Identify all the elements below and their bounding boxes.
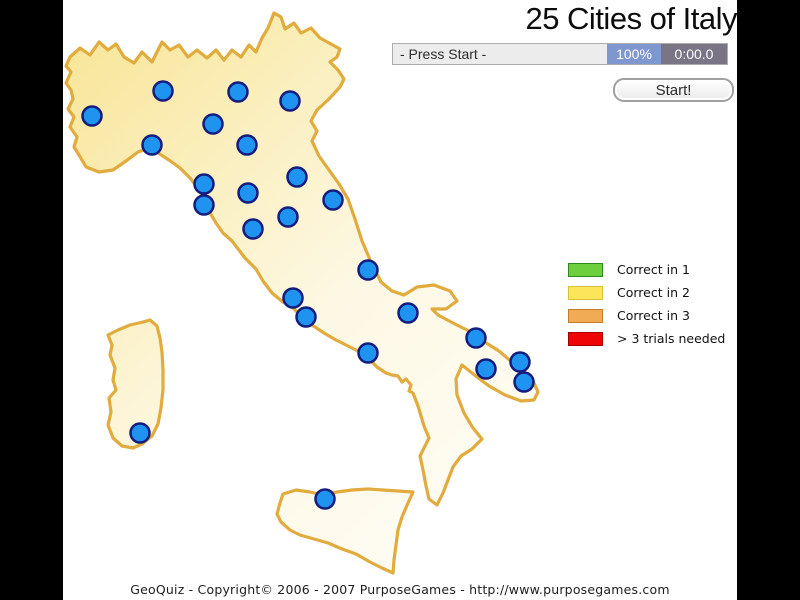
city-dot[interactable] bbox=[282, 287, 304, 309]
city-dot[interactable] bbox=[295, 306, 317, 328]
legend-item: Correct in 1 bbox=[568, 262, 725, 277]
city-dot[interactable] bbox=[227, 81, 249, 103]
legend-swatch bbox=[568, 308, 603, 323]
legend-item: Correct in 2 bbox=[568, 285, 725, 300]
sardinia-island bbox=[106, 318, 165, 450]
city-markers bbox=[81, 80, 535, 510]
status-bar: - Press Start - 100% 0:00.0 bbox=[392, 43, 728, 65]
city-dot[interactable] bbox=[193, 194, 215, 216]
legend-label: Correct in 2 bbox=[617, 285, 690, 300]
legend-label: Correct in 3 bbox=[617, 308, 690, 323]
city-dot[interactable] bbox=[236, 134, 258, 156]
city-dot[interactable] bbox=[237, 182, 259, 204]
city-dot[interactable] bbox=[141, 134, 163, 156]
footer-credits: GeoQuiz - Copyright© 2006 - 2007 Purpose… bbox=[130, 582, 670, 597]
city-dot[interactable] bbox=[286, 166, 308, 188]
city-dot[interactable] bbox=[314, 488, 336, 510]
sicily-island bbox=[275, 487, 415, 575]
city-dot[interactable] bbox=[152, 80, 174, 102]
progress-percent: 100% bbox=[607, 44, 661, 64]
city-dot[interactable] bbox=[465, 327, 487, 349]
city-dot[interactable] bbox=[81, 105, 103, 127]
start-button[interactable]: Start! bbox=[613, 78, 734, 102]
legend-item: > 3 trials needed bbox=[568, 331, 725, 346]
city-dot[interactable] bbox=[509, 351, 531, 373]
legend-label: > 3 trials needed bbox=[617, 331, 726, 346]
game-timer: 0:00.0 bbox=[661, 44, 727, 64]
city-dot[interactable] bbox=[475, 358, 497, 380]
city-dot[interactable] bbox=[279, 90, 301, 112]
city-dot[interactable] bbox=[357, 342, 379, 364]
legend-swatch bbox=[568, 285, 603, 300]
legend-item: Correct in 3 bbox=[568, 308, 725, 323]
city-dot[interactable] bbox=[202, 113, 224, 135]
page-title: 25 Cities of Italy bbox=[525, 1, 737, 36]
city-dot[interactable] bbox=[193, 173, 215, 195]
city-dot[interactable] bbox=[357, 259, 379, 281]
legend-label: Correct in 1 bbox=[617, 262, 690, 277]
score-legend: Correct in 1 Correct in 2 Correct in 3 >… bbox=[568, 262, 725, 354]
legend-swatch bbox=[568, 262, 603, 277]
city-dot[interactable] bbox=[513, 371, 535, 393]
city-dot[interactable] bbox=[129, 422, 151, 444]
city-dot[interactable] bbox=[277, 206, 299, 228]
city-dot[interactable] bbox=[322, 189, 344, 211]
legend-swatch bbox=[568, 331, 603, 346]
status-message: - Press Start - bbox=[393, 44, 607, 64]
city-dot[interactable] bbox=[397, 302, 419, 324]
city-dot[interactable] bbox=[242, 218, 264, 240]
